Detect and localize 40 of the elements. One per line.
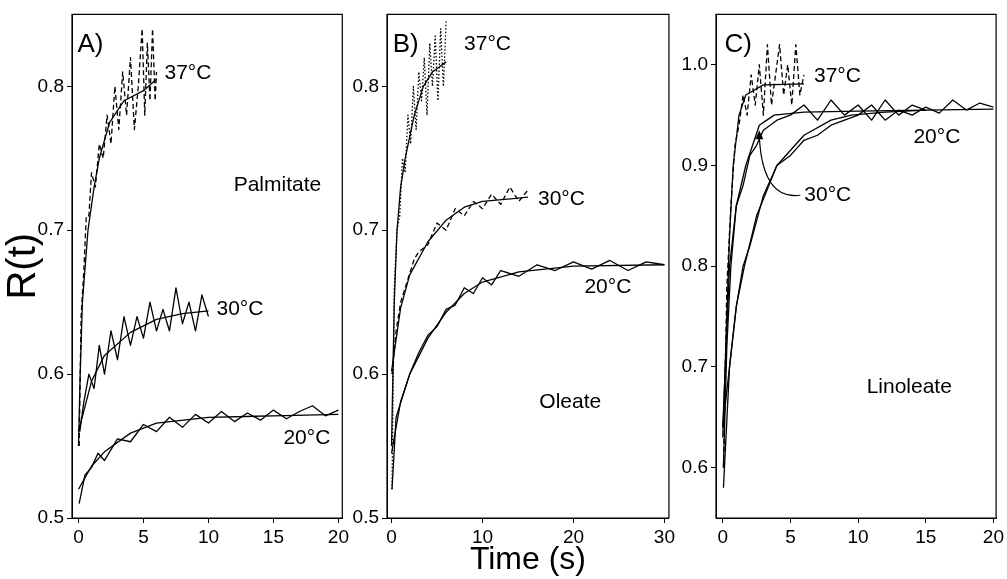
annotation: 20°C	[584, 273, 632, 297]
annotation: 37°C	[813, 62, 861, 86]
annotation: 20°C	[913, 123, 961, 147]
y-tick-label: 0.5	[37, 506, 64, 528]
x-tick-label: 30	[653, 525, 675, 547]
annotation: 37°C	[464, 30, 512, 54]
x-tick-label: 10	[197, 525, 220, 547]
x-tick-label: 5	[785, 525, 796, 547]
y-tick-label: 0.5	[352, 506, 379, 528]
annotation: 30°C	[537, 185, 585, 209]
x-tick-label: 20	[562, 525, 585, 547]
annotation: 20°C	[283, 425, 331, 449]
y-tick-label: 0.9	[681, 153, 708, 175]
annotation: Palmitate	[233, 172, 322, 196]
y-tick-label: 0.6	[352, 362, 379, 384]
y-tick-label: 0.6	[37, 362, 64, 384]
x-tick-label: 5	[138, 525, 149, 547]
x-tick-label: 15	[262, 525, 284, 547]
x-tick-label: 20	[327, 525, 349, 547]
x-tick-label: 0	[717, 525, 729, 547]
x-tick-label: 15	[915, 525, 937, 547]
y-tick-label: 0.8	[352, 74, 379, 96]
annotation: B)	[392, 27, 419, 58]
y-tick-label: 1.0	[681, 52, 708, 74]
annotation: 37°C	[164, 59, 212, 83]
x-tick-label: 0	[73, 525, 84, 547]
x-tick-label: 20	[982, 525, 1004, 547]
annotation: 30°C	[216, 295, 264, 319]
y-tick-label: 0.8	[681, 254, 708, 276]
y-tick-label: 0.8	[37, 74, 64, 96]
annotation: A)	[77, 27, 104, 58]
annotation: Linoleate	[866, 373, 952, 397]
x-tick-label: 10	[847, 525, 869, 547]
annotation: C)	[724, 27, 752, 58]
annotation: 30°C	[804, 182, 852, 206]
y-tick-label: 0.7	[352, 218, 379, 240]
y-tick-label: 0.6	[681, 455, 708, 477]
x-tick-label: 0	[386, 525, 397, 547]
annotation: Oleate	[539, 388, 602, 412]
y-tick-label: 0.7	[681, 355, 708, 377]
